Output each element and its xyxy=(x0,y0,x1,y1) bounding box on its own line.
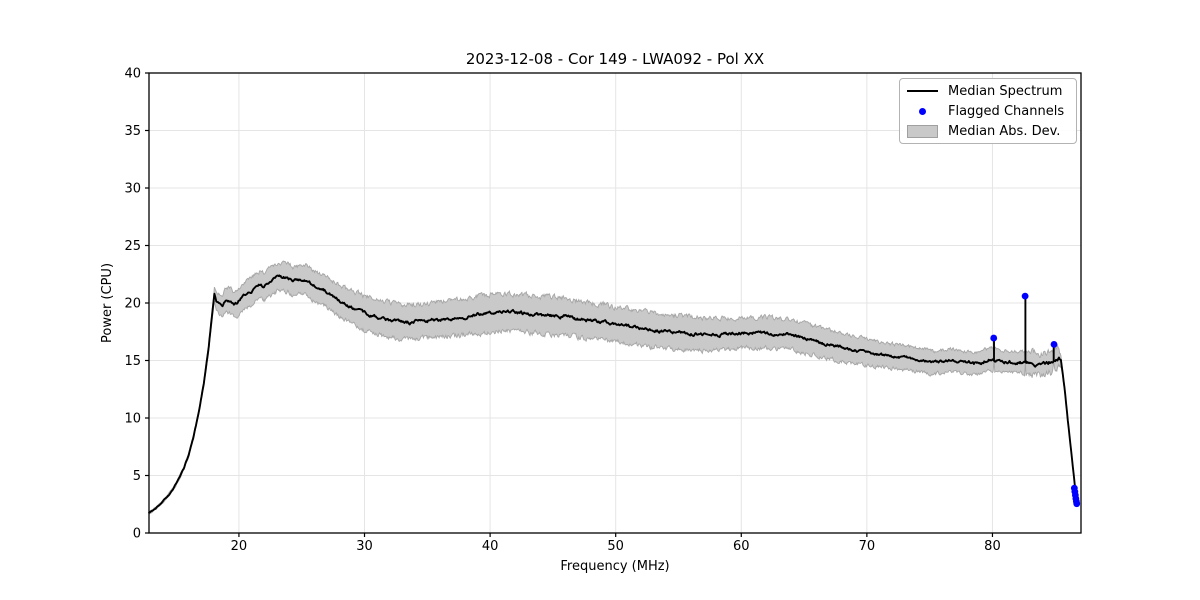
legend-item-median-abs-dev: Median Abs. Dev. xyxy=(907,121,1068,141)
legend-label: Median Abs. Dev. xyxy=(948,123,1061,139)
legend-item-flagged-channels: Flagged Channels xyxy=(907,101,1068,121)
x-tick-label-30: 30 xyxy=(356,539,373,554)
flagged-dot xyxy=(1073,500,1081,508)
y-tick-label-5: 5 xyxy=(133,469,141,484)
flagged-dot xyxy=(990,334,998,342)
flagged-dots xyxy=(990,292,1081,508)
mad-patch-sample-icon xyxy=(907,124,938,138)
mad-band xyxy=(148,260,1078,515)
legend: Median Spectrum Flagged Channels Median … xyxy=(899,78,1077,144)
x-tick-label-60: 60 xyxy=(733,539,750,554)
y-tick-label-15: 15 xyxy=(124,354,141,369)
axis-ticks: 20 30 40 50 60 70 80 0 5 10 15 20 25 30 35 40 xyxy=(124,67,1000,555)
flagged-dot-sample-icon xyxy=(907,107,938,115)
x-tick-label-20: 20 xyxy=(231,539,248,554)
y-tick-label-25: 25 xyxy=(124,239,141,254)
y-tick-label-30: 30 xyxy=(124,182,141,197)
chart-title: 2023-12-08 - Cor 149 - LWA092 - Pol XX xyxy=(465,50,765,68)
y-tick-label-10: 10 xyxy=(124,412,141,427)
grid xyxy=(149,72,1081,534)
y-tick-label-35: 35 xyxy=(124,124,141,139)
flagged-dot xyxy=(1021,292,1029,300)
legend-item-median-spectrum: Median Spectrum xyxy=(907,81,1068,101)
y-tick-label-40: 40 xyxy=(124,67,141,82)
y-tick-label-0: 0 xyxy=(133,527,141,542)
x-tick-label-40: 40 xyxy=(482,539,499,554)
legend-label: Flagged Channels xyxy=(948,103,1065,119)
y-tick-label-20: 20 xyxy=(124,297,141,312)
median-line-sample-icon xyxy=(907,90,938,92)
x-tick-label-80: 80 xyxy=(984,539,1001,554)
median-line xyxy=(148,274,1079,514)
flagged-dot xyxy=(1050,341,1058,348)
legend-label: Median Spectrum xyxy=(948,83,1063,99)
x-axis-label: Frequency (MHz) xyxy=(560,559,670,574)
x-tick-label-70: 70 xyxy=(859,539,876,554)
x-tick-label-50: 50 xyxy=(607,539,624,554)
